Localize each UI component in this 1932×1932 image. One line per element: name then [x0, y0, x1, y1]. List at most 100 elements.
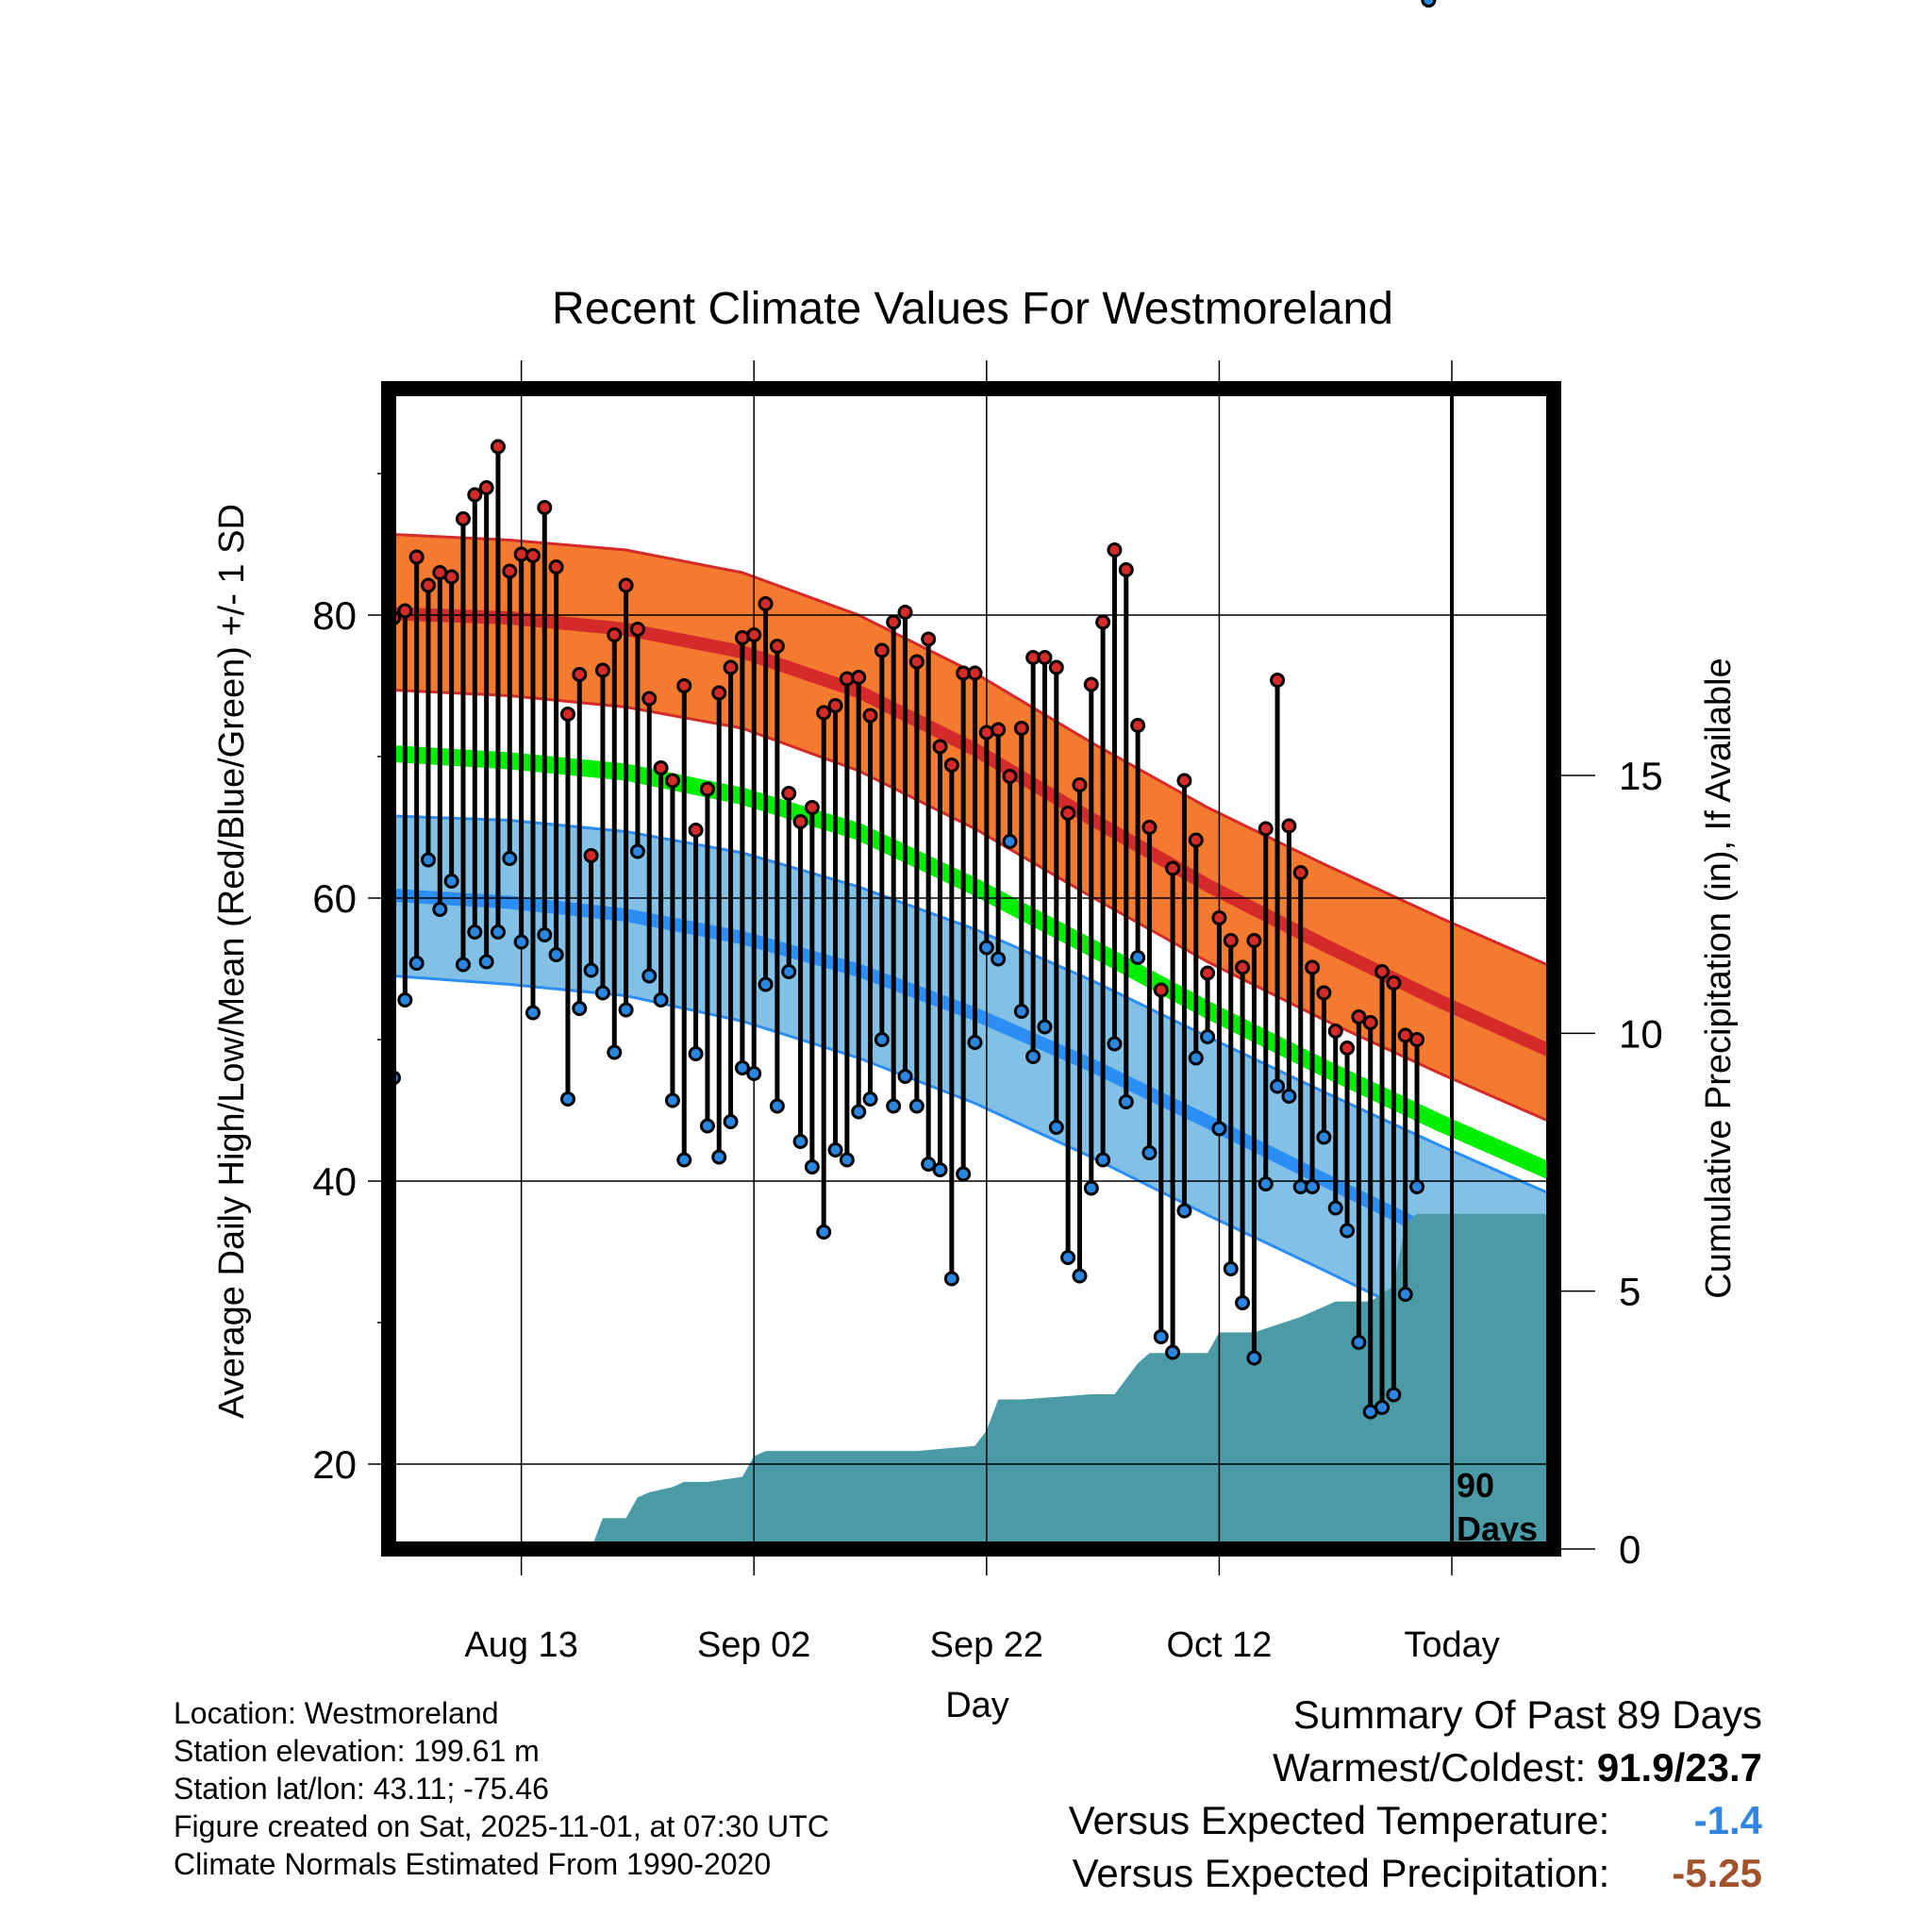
observed-high-marker: [1235, 959, 1251, 975]
observed-low-marker: [1130, 950, 1146, 965]
y-tick-label: 80: [312, 593, 357, 638]
observed-low-marker: [956, 1166, 972, 1182]
observed-high-marker: [467, 487, 483, 503]
elevation-text: Station elevation: 199.61 m: [174, 1734, 540, 1768]
observation-day: [1246, 933, 1262, 1366]
y-tick-label: 40: [312, 1159, 357, 1204]
observed-low-marker: [723, 1114, 739, 1129]
observed-low-marker: [537, 927, 553, 942]
observed-high-marker: [921, 631, 937, 647]
observation-day: [1200, 965, 1216, 1044]
observed-high-marker: [816, 705, 832, 721]
observed-low-marker: [443, 874, 459, 889]
observed-high-marker: [1165, 860, 1181, 876]
today-days-count: 90: [1457, 1466, 1494, 1505]
observed-low-marker: [874, 1032, 890, 1047]
observation-day: [1060, 806, 1076, 1265]
summary-temp-row: Versus Expected Temperature: -1.4: [1069, 1794, 1762, 1847]
observed-high-marker: [537, 500, 553, 515]
observation-day: [1362, 1015, 1378, 1420]
warmest-label: Warmest/Coldest:: [1272, 1745, 1587, 1790]
observation-day: [921, 631, 937, 1172]
y2-tick-label: 5: [1619, 1270, 1641, 1314]
observed-low-marker: [1223, 1261, 1239, 1276]
observed-low-marker: [1270, 1078, 1286, 1094]
observation-day: [1025, 650, 1041, 1064]
observed-high-marker: [1095, 614, 1111, 630]
observation-day: [1305, 959, 1321, 1194]
y2-tick-label: 15: [1619, 754, 1663, 798]
observation-day: [455, 511, 471, 973]
observed-low-marker: [1188, 1050, 1204, 1066]
summary-warmest-row: Warmest/Coldest: 91.9/23.7: [1069, 1741, 1762, 1794]
observed-low-marker: [886, 1098, 902, 1114]
observed-low-marker: [978, 940, 994, 956]
observation-day: [769, 639, 785, 1114]
observed-high-marker: [723, 659, 739, 675]
summary-title: Summary Of Past 89 Days: [1292, 1692, 1762, 1737]
observed-low-marker: [908, 1098, 924, 1114]
observation-day: [502, 563, 518, 866]
observation-day: [1281, 818, 1297, 1104]
observation-day: [1083, 676, 1099, 1196]
observed-low-marker: [420, 852, 436, 868]
observed-high-marker: [932, 739, 948, 755]
observed-low-marker: [734, 1060, 750, 1075]
observed-low-marker: [932, 1162, 948, 1177]
observed-high-marker: [1200, 965, 1216, 981]
y-tick-label: 60: [312, 876, 357, 921]
normals-text: Climate Normals Estimated From 1990-2020: [174, 1847, 772, 1881]
observed-low-marker: [1200, 1029, 1216, 1044]
observed-low-marker: [548, 947, 564, 962]
observed-high-marker: [408, 549, 425, 565]
observed-low-marker: [1235, 1295, 1251, 1310]
observed-low-marker: [664, 1092, 680, 1108]
observed-low-marker: [490, 924, 506, 940]
observation-day: [1257, 821, 1274, 1191]
observed-low-marker: [653, 992, 669, 1008]
temp-value: -1.4: [1693, 1798, 1762, 1842]
observed-low-marker: [594, 985, 610, 1001]
observation-day: [548, 559, 564, 962]
observation-day: [1351, 1009, 1367, 1350]
observation-day: [1165, 860, 1181, 1360]
observed-high-marker: [594, 662, 610, 678]
observed-low-marker: [1176, 1203, 1192, 1219]
observation-day: [559, 707, 575, 1107]
observation-day: [1107, 542, 1123, 1052]
observed-high-marker: [397, 603, 413, 619]
observation-day: [676, 678, 692, 1168]
observed-low-marker: [1340, 1223, 1356, 1239]
observed-high-marker: [1292, 865, 1308, 880]
observed-low-marker: [746, 1066, 762, 1081]
observed-low-marker: [618, 1002, 634, 1018]
observed-low-marker: [1246, 1350, 1262, 1366]
y2-tick-label: 10: [1619, 1011, 1663, 1056]
observed-high-marker: [502, 563, 518, 579]
observed-high-marker: [478, 480, 494, 495]
observed-high-marker: [559, 707, 575, 722]
observed-high-marker: [1060, 806, 1076, 821]
observation-day: [1153, 982, 1169, 1344]
observed-high-marker: [1037, 650, 1053, 665]
observation-day: [897, 605, 913, 1084]
observed-low-marker: [1002, 834, 1018, 849]
observed-high-marker: [641, 691, 658, 707]
observed-high-marker: [1223, 933, 1239, 948]
observation-day: [1409, 1032, 1425, 1194]
observed-high-marker: [943, 758, 959, 773]
observation-day: [688, 823, 704, 1061]
observed-high-marker: [583, 848, 599, 863]
observed-high-marker: [1130, 718, 1146, 733]
observation-day: [827, 698, 843, 1158]
x-tick-label: Sep 22: [930, 1625, 1043, 1665]
observation-day: [594, 662, 610, 1001]
observed-low-marker: [1397, 1287, 1413, 1302]
observation-day: [862, 708, 878, 1107]
observation-day: [1002, 769, 1018, 849]
observed-low-marker: [967, 1035, 983, 1050]
y2-tick-label: 0: [1619, 1527, 1641, 1572]
observation-day: [478, 480, 494, 970]
observed-low-marker: [921, 1157, 937, 1172]
x-tick-label: Today: [1404, 1625, 1499, 1665]
